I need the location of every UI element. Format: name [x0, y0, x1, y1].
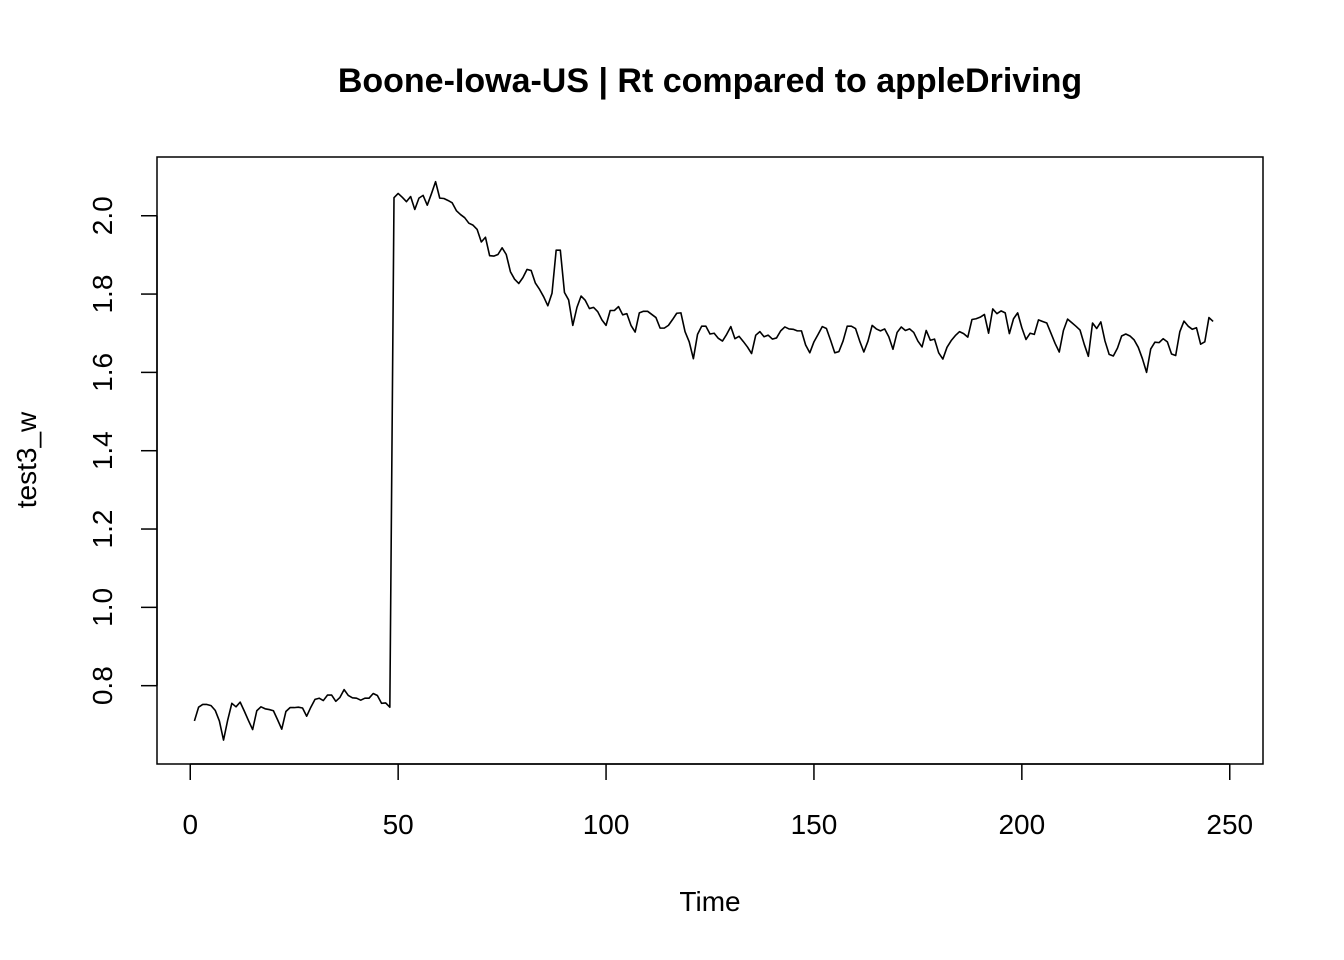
- x-axis-label: Time: [679, 886, 740, 917]
- x-tick-label: 0: [182, 809, 198, 840]
- x-axis: 0 50 100 150 200 250: [182, 763, 1253, 840]
- y-tick-label: 1.8: [87, 275, 118, 314]
- chart-title: Boone-Iowa-US | Rt compared to appleDriv…: [338, 62, 1082, 100]
- x-tick-label: 200: [998, 809, 1045, 840]
- y-tick-label: 0.8: [87, 666, 118, 705]
- y-tick-label: 1.6: [87, 353, 118, 392]
- x-tick-label: 50: [383, 809, 414, 840]
- x-tick-label: 100: [583, 809, 630, 840]
- y-tick-label: 1.2: [87, 510, 118, 549]
- y-tick-label: 1.4: [87, 431, 118, 470]
- y-tick-label: 1.0: [87, 588, 118, 627]
- series-line: [193, 180, 1214, 741]
- x-tick-label: 150: [791, 809, 838, 840]
- x-tick-label: 250: [1206, 809, 1253, 840]
- y-axis-label: test3_w: [11, 411, 42, 508]
- series-layer: [193, 180, 1214, 741]
- plot-frame: [156, 156, 1264, 765]
- y-tick-label: 2.0: [87, 196, 118, 235]
- y-axis: 0.8 1.0 1.2 1.4 1.6 1.8 2.0: [87, 196, 158, 705]
